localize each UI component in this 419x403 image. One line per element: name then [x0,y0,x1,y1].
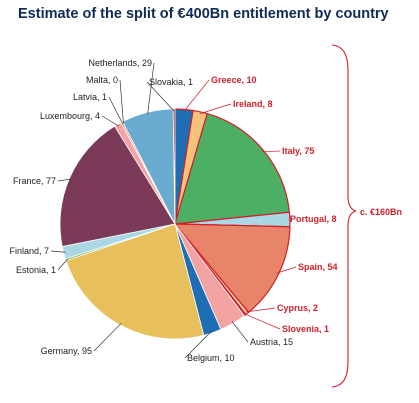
slice-label-austria: Austria, 15 [250,337,293,347]
slice-label-estonia: Estonia, 1 [16,265,56,275]
pie-slice-spain [174,223,291,313]
slice-label-portugal: Portugal, 8 [290,214,337,224]
slice-label-slovenia: Slovenia, 1 [282,324,329,334]
pie-slice-france [59,125,176,247]
slice-label-italy: Italy, 75 [282,146,314,156]
leader-line-netherlands [147,62,155,115]
leader-line-italy [261,150,281,153]
leader-line-estonia [57,258,68,271]
leader-line-slovakia [146,81,175,112]
leader-line-france [57,178,72,182]
leader-line-belgium [184,330,213,359]
slice-label-luxembourg: Luxembourg, 4 [40,111,100,121]
leader-line-malta [119,79,124,124]
slice-label-finland: Finland, 7 [9,246,49,256]
leader-line-spain [276,266,297,274]
chart-title: Estimate of the split of €400Bn entitlem… [18,6,389,22]
slice-label-netherlands: Netherlands, 29 [88,58,152,68]
slice-label-germany: Germany, 95 [41,346,92,356]
slice-label-belgium: Belgium, 10 [187,353,235,363]
leader-line-slovenia [243,313,281,330]
leader-line-latvia [108,96,123,125]
leader-line-greece [183,79,210,112]
slice-label-malta: Malta, 0 [86,75,118,85]
pie-slice-italy [174,113,290,225]
leader-line-ireland [199,103,232,115]
pie-slice-slovakia [172,108,176,225]
leader-line-finland [50,250,66,253]
slice-label-spain: Spain, 54 [298,262,338,272]
slice-label-cyprus: Cyprus, 2 [277,303,318,313]
slice-label-slovakia: Slovakia, 1 [149,77,193,87]
slice-label-france: France, 77 [13,176,56,186]
leader-line-austria [231,321,249,343]
slice-label-ireland: Ireland, 8 [233,99,273,109]
pie-slice-germany [65,223,205,340]
leader-line-cyprus [245,307,276,313]
leader-line-luxembourg [101,115,119,127]
brace-annotation: c. €160Bn [360,207,402,217]
highlight-brace [331,44,357,388]
slice-label-greece: Greece, 10 [211,75,257,85]
leader-line-germany [93,323,122,352]
slice-label-latvia: Latvia, 1 [73,92,107,102]
